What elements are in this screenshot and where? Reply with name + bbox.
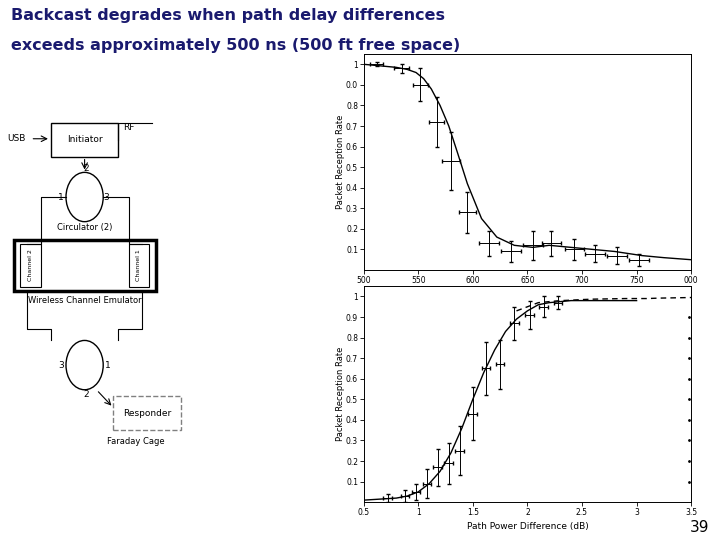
Text: RF: RF xyxy=(124,123,135,132)
X-axis label: Path Power Difference (dB): Path Power Difference (dB) xyxy=(467,522,588,531)
Text: 2: 2 xyxy=(84,390,89,399)
X-axis label: Path Delay Difference (ns): Path Delay Difference (ns) xyxy=(468,290,587,299)
Y-axis label: Packet Reception Rate: Packet Reception Rate xyxy=(336,347,345,441)
Text: 3: 3 xyxy=(58,361,64,369)
FancyBboxPatch shape xyxy=(113,396,181,430)
Bar xyxy=(129,244,149,287)
Text: 1: 1 xyxy=(58,193,64,201)
Bar xyxy=(50,123,118,157)
Text: 39: 39 xyxy=(690,519,709,535)
Text: Channel 1: Channel 1 xyxy=(136,249,141,281)
Text: 2: 2 xyxy=(84,164,89,173)
Text: 3: 3 xyxy=(104,193,109,201)
Text: 1: 1 xyxy=(105,361,111,369)
Text: Channel 2: Channel 2 xyxy=(28,249,33,281)
Bar xyxy=(14,240,156,291)
Bar xyxy=(20,244,40,287)
Text: USB: USB xyxy=(6,134,25,143)
Text: Backcast degrades when path delay differences: Backcast degrades when path delay differ… xyxy=(11,8,445,23)
Text: Circulator (2): Circulator (2) xyxy=(57,222,112,232)
Y-axis label: Packet Reception Rate: Packet Reception Rate xyxy=(336,115,345,209)
Text: exceeds approximately 500 ns (500 ft free space): exceeds approximately 500 ns (500 ft fre… xyxy=(11,38,460,53)
Text: Responder: Responder xyxy=(123,409,171,418)
Text: Faraday Cage: Faraday Cage xyxy=(107,437,164,446)
Text: Wireless Channel Emulator: Wireless Channel Emulator xyxy=(28,295,141,305)
Text: Initiator: Initiator xyxy=(67,135,102,144)
